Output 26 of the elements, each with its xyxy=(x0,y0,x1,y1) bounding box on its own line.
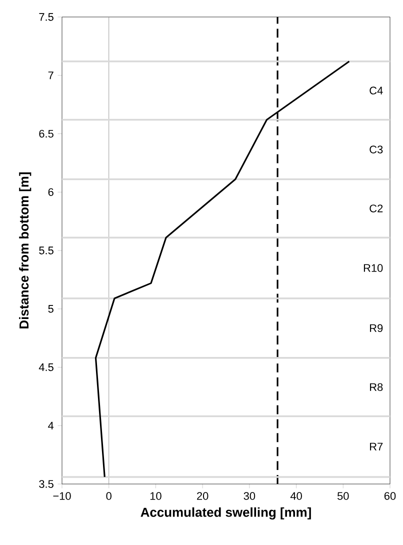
annotation: C3 xyxy=(370,146,383,154)
y-tick-label: 5.5 xyxy=(39,246,54,254)
annotation: R7 xyxy=(370,442,383,450)
annotation: R9 xyxy=(370,324,383,332)
y-tick-label: 4 xyxy=(48,422,54,430)
y-tick-label: 3.5 xyxy=(39,480,54,488)
y-tick-label: 4.5 xyxy=(38,363,54,372)
x-tick-label: 10 xyxy=(150,492,162,500)
x-tick-label: 20 xyxy=(197,492,208,500)
y-tick-label: 7 xyxy=(48,72,54,80)
x-tick-label: 60 xyxy=(384,492,396,500)
annotation: C2 xyxy=(370,204,383,212)
y-axis-title: Distance from bottom [m] xyxy=(19,172,32,328)
x-tick-label: 40 xyxy=(290,492,302,500)
x-tick-label: 0 xyxy=(106,492,112,500)
x-tick-label: −10 xyxy=(53,492,71,500)
y-tick-label: 7.5 xyxy=(39,13,54,21)
annotation: R10 xyxy=(364,264,383,272)
x-tick-label: 50 xyxy=(337,492,349,500)
y-tick-label: 5 xyxy=(48,305,54,313)
y-tick-label: 6.5 xyxy=(39,130,54,138)
x-axis-title: Accumulated swelling [mm] xyxy=(140,507,311,520)
annotation: C4 xyxy=(370,86,383,94)
x-tick-label: 30 xyxy=(244,492,256,500)
annotation: R8 xyxy=(370,383,383,391)
y-tick-label: 6 xyxy=(48,188,54,196)
